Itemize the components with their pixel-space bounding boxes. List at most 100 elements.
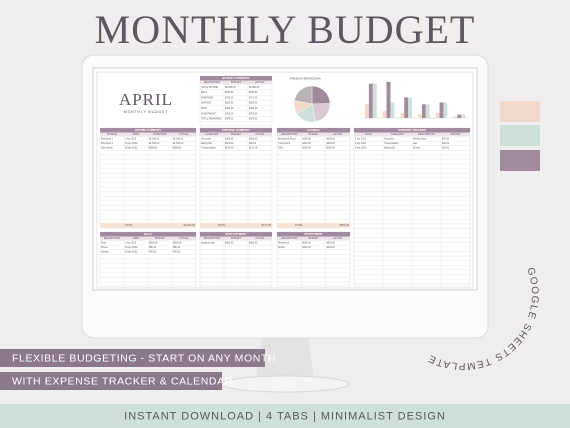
banner-bg [0,372,222,390]
bar [368,83,373,118]
cell: $300.00 [327,138,336,140]
cell: $600.00 [225,103,234,105]
cell: $700.00 [249,113,258,115]
cell: INVESTMENT [201,113,216,115]
column-label: EXPECTED [154,133,167,136]
swatch [500,125,540,146]
cell: $400.00 [225,108,234,110]
column-label: ACTUAL [179,237,189,240]
column-header [277,132,350,137]
cell: $60.00 [173,252,181,254]
total-label: TOTAL [125,223,134,227]
cell: $790.00 [225,92,234,94]
column-label: BUDGET [231,133,242,136]
cell: $300.00 [302,138,311,140]
column-label: SOURCE [107,133,118,136]
column-label: ACTUAL [333,237,343,240]
cell: Stocks [278,246,286,249]
bar [439,102,444,118]
bar [372,83,377,118]
cell: $700.00 [225,113,234,115]
cell: 3 Apr 2022 [355,142,367,145]
cell: $92.00 [249,143,257,145]
cell: BILLS [201,92,208,94]
cell: Transportation [384,142,399,145]
total-value: $3,680.00 [183,223,195,227]
cell: $500.00 [327,242,336,244]
total-value: $717.00 [262,223,272,227]
cell: $40.00 [442,143,450,145]
cell: EXPENSES [201,97,214,99]
cell: 1 Apr 2022 [125,137,137,140]
column-label: ACTUAL [255,133,265,136]
swatch [500,150,540,171]
column-header [277,236,350,241]
cell: $680.00 [173,148,182,150]
table-header [200,76,272,81]
bar [408,97,412,118]
table-title: INVESTMENT [304,232,322,236]
table-title: SAVINGS [307,128,320,132]
column-label: DATE [365,133,372,136]
bar [457,114,462,118]
cell: $600.00 [173,242,182,244]
cell: DEBT [201,108,208,110]
cell: Gifts [278,147,284,150]
cell: 1 Apr 2022 [125,241,137,244]
table-header [100,232,196,237]
column-label: DESCRIPTION [418,133,435,136]
cell: Rent [101,241,106,244]
cell: $400.00 [249,108,258,110]
column-label: DATE [133,133,140,136]
bar [382,111,387,118]
bar [421,104,426,118]
column-label: DESCRIPTION [104,237,121,240]
table-title: EXPENSE TRACKER [398,128,426,132]
cell: $500.00 [302,242,311,244]
cell: $1,500.00 [173,143,184,145]
column-label: CATEGORY [205,133,219,136]
table-title: BUDGET SUMMARY [223,76,250,80]
column-label: DESCRIPTION [204,81,221,84]
column-label: CATEGORY [391,133,405,136]
cell: $100.00 [225,143,234,145]
cell: 5 Apr 2022 [355,147,367,150]
stand-neck [256,336,314,380]
cell: $1,500.00 [149,143,160,145]
cell: Eating Out [384,147,395,150]
cell: $473.00 [249,119,258,121]
table-header [354,128,470,133]
bar [425,104,430,118]
cell: $32.00 [442,148,450,150]
cell: Side Hustle [101,147,113,150]
cell: $100.00 [327,148,336,150]
bar [365,104,369,118]
table-title: DEBT PAYMENT [225,232,247,236]
title: MONTHLY BUDGET [95,7,476,52]
footer-bg [0,404,570,428]
column-label: ACTUAL [179,133,189,136]
cell: $3,680.00 [249,87,260,89]
bar [404,97,409,118]
total-value: $600.00 [340,223,350,227]
cell: 1 Apr 2022 [355,137,367,140]
table-header [277,128,350,133]
cell: $200.00 [302,143,311,145]
cell: $717.00 [249,97,258,99]
cell: Groceries [384,137,395,140]
cell: Gas [413,143,418,145]
cell: $600.00 [249,103,258,105]
table-header [100,128,196,133]
cell: Internet [101,251,109,254]
footer: INSTANT DOWNLOAD | 4 TABS | MINIMALIST D… [124,410,446,422]
table-header [200,128,272,133]
column-label: BUDGET [231,81,242,84]
cell: $3,680.00 [225,87,236,89]
table-title: INCOME SUMMARY [135,128,161,132]
column-label: BUDGET [155,237,166,240]
column-label: BUDGET [309,237,320,240]
cell: $680.00 [149,148,158,150]
cell: Student Loan [201,241,215,244]
